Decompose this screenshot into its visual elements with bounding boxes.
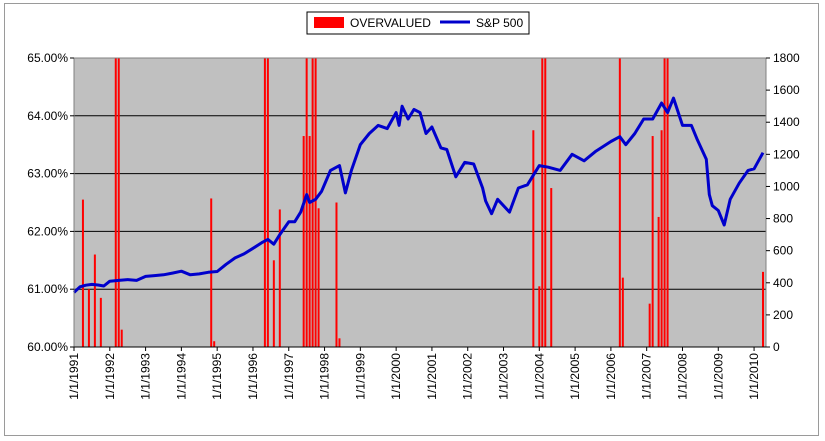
overvalued-bar	[93, 254, 96, 347]
overvalued-bar	[317, 208, 320, 347]
overvalued-bar	[541, 58, 544, 347]
overvalued-bar	[114, 58, 117, 347]
x-tick-label: 1/1/1997	[282, 353, 296, 400]
right-tick-label: 1400	[773, 115, 800, 129]
overvalued-bar	[278, 209, 281, 347]
overvalued-bar	[663, 58, 666, 347]
legend-swatch-overvalued	[314, 17, 344, 28]
overvalued-bar	[266, 58, 269, 347]
left-axis: 60.00% 61.00% 62.00% 63.00% 64.00% 65.00%	[27, 51, 74, 354]
overvalued-bar	[338, 338, 341, 347]
right-tick-label: 200	[773, 308, 793, 322]
legend-label-overvalued: OVERVALUED	[350, 16, 431, 30]
x-tick-label: 1/1/2010	[747, 353, 761, 400]
left-tick-label: 64.00%	[27, 109, 68, 123]
overvalued-bar	[308, 136, 311, 347]
x-tick-label: 1/1/2006	[604, 353, 618, 400]
x-tick-label: 1/1/1996	[246, 353, 260, 400]
left-tick-label: 61.00%	[27, 282, 68, 296]
overvalued-bar	[762, 271, 765, 347]
overvalued-bar	[660, 130, 663, 347]
right-tick-label: 1600	[773, 83, 800, 97]
x-tick-label: 1/1/2005	[568, 353, 582, 400]
right-tick-label: 1200	[773, 147, 800, 161]
right-tick-label: 400	[773, 276, 793, 290]
x-tick-label: 1/1/1999	[353, 353, 367, 400]
right-tick-label: 1000	[773, 179, 800, 193]
x-tick-label: 1/1/1991	[67, 353, 81, 400]
plot-area	[74, 58, 766, 347]
overvalued-bar	[538, 286, 541, 347]
overvalued-bar	[544, 58, 547, 347]
overvalued-bar	[532, 130, 535, 347]
overvalued-bar	[618, 58, 621, 347]
x-tick-label: 1/1/2001	[425, 353, 439, 400]
right-axis: 0 200 400 600 800 1000 1200 1400 1600 1800	[766, 51, 800, 354]
x-tick-label: 1/1/2009	[711, 353, 725, 400]
overvalued-bar	[651, 136, 654, 347]
x-tick-label: 1/1/1995	[210, 353, 224, 400]
overvalued-bar	[550, 188, 553, 347]
overvalued-bar	[305, 58, 308, 347]
legend-label-sp500: S&P 500	[476, 16, 523, 30]
overvalued-bar	[621, 277, 624, 347]
x-tick-label: 1/1/2002	[461, 353, 475, 400]
overvalued-bar	[213, 341, 216, 347]
legend-box	[306, 11, 530, 35]
overvalued-bar	[314, 58, 317, 347]
overvalued-bar	[87, 289, 90, 347]
x-tick-label: 1/1/1994	[174, 353, 188, 400]
overvalued-bar	[666, 58, 669, 347]
x-tick-label: 1/1/1993	[139, 353, 153, 400]
overvalued-bar	[99, 297, 102, 347]
left-tick-label: 65.00%	[27, 51, 68, 65]
overvalued-bar	[335, 202, 338, 347]
x-tick-label: 1/1/2000	[389, 353, 403, 400]
left-tick-label: 63.00%	[27, 167, 68, 181]
overvalued-bar	[120, 329, 123, 347]
sp500-line	[72, 96, 765, 294]
legend: OVERVALUED S&P 500	[306, 11, 530, 35]
x-tick-label: 1/1/2007	[640, 353, 654, 400]
right-tick-label: 0	[773, 340, 780, 354]
x-tick-label: 1/1/2003	[497, 353, 511, 400]
overvalued-bar	[263, 58, 266, 347]
left-tick-label: 62.00%	[27, 224, 68, 238]
overvalued-bar	[302, 136, 305, 347]
right-tick-label: 1800	[773, 51, 800, 65]
x-tick-label: 1/1/2008	[675, 353, 689, 400]
overvalued-bar	[117, 58, 120, 347]
right-tick-label: 600	[773, 244, 793, 258]
overvalued-bar	[657, 216, 660, 347]
overvalued-bars	[81, 58, 765, 347]
right-tick-label: 800	[773, 212, 793, 226]
x-tick-label: 1/1/1992	[103, 353, 117, 400]
x-axis: 1/1/1991 1/1/1992 1/1/1993 1/1/1994 1/1/1995…	[67, 346, 766, 400]
overvalued-bar	[272, 260, 275, 347]
x-tick-label: 1/1/1998	[318, 353, 332, 400]
overvalued-bar	[81, 199, 84, 347]
overvalued-bar	[648, 303, 651, 347]
left-tick-label: 60.00%	[27, 340, 68, 354]
x-tick-label: 1/1/2004	[532, 353, 546, 400]
